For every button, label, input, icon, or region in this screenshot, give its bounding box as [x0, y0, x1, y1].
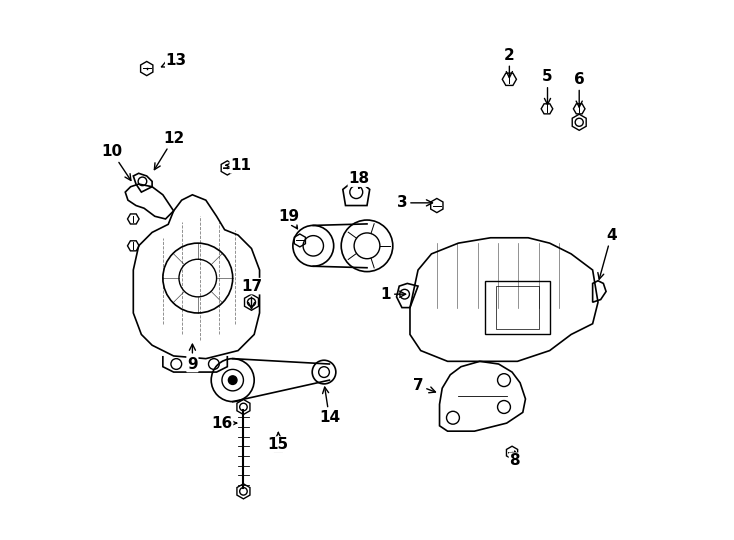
Text: 9: 9 — [187, 344, 197, 372]
Text: 11: 11 — [226, 158, 251, 173]
Text: 10: 10 — [101, 144, 131, 180]
Text: 15: 15 — [268, 433, 289, 452]
Text: 7: 7 — [413, 378, 435, 393]
Text: 3: 3 — [396, 195, 432, 211]
Text: 6: 6 — [574, 72, 584, 107]
Text: 13: 13 — [161, 53, 187, 68]
Text: 18: 18 — [349, 171, 369, 188]
Text: 4: 4 — [598, 227, 617, 279]
Text: 1: 1 — [380, 287, 406, 302]
Circle shape — [228, 376, 237, 384]
Text: 14: 14 — [319, 387, 340, 425]
Text: 16: 16 — [211, 416, 236, 430]
Text: 12: 12 — [154, 131, 184, 170]
Text: 8: 8 — [509, 451, 520, 468]
Text: 19: 19 — [278, 209, 299, 229]
Text: 5: 5 — [542, 69, 553, 105]
Text: 17: 17 — [241, 279, 262, 309]
Text: 2: 2 — [504, 48, 515, 78]
